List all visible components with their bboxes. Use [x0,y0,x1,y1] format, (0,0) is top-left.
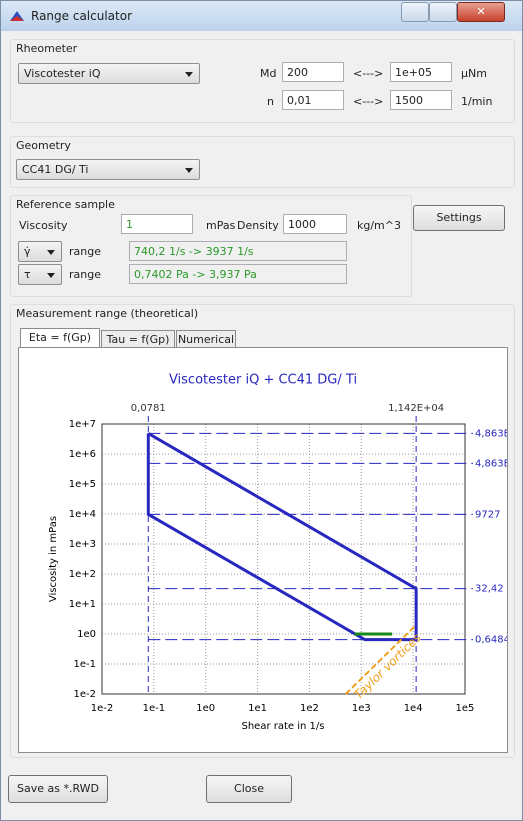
y-tick-label: 1e+3 [69,539,96,550]
tab[interactable]: Eta = f(Gp) [20,328,100,348]
close-dialog-button[interactable]: Close [206,775,292,803]
x-tick-label: 1e1 [248,703,267,714]
symbol-combobox[interactable]: τ [18,264,62,285]
label: Density [237,219,279,232]
y-tick-label: 1e+4 [69,509,96,520]
density-input[interactable]: 1000 [283,214,347,234]
tab[interactable]: Numerical [176,330,236,349]
measurement-group [10,304,515,758]
x-tick-label: 1e3 [352,703,371,714]
y-tick-label: 1e+2 [69,569,96,580]
y-tick-label: 1e+5 [69,479,96,490]
title-bar: Range calculator ✕ [1,1,522,31]
plot-frame [101,423,466,695]
marker-label: 0,6484 [475,635,508,646]
marker-label: 9727 [475,509,500,520]
series-line [146,432,418,642]
y-tick-label: 1e+6 [69,449,96,460]
label: n [267,95,274,108]
y-tick-label: 1e-1 [74,659,97,670]
annotation-line [344,624,417,695]
group-label: Reference sample [16,198,115,211]
y-tick-label: 1e-2 [74,689,97,700]
symbol-combobox[interactable]: γ̇ [18,241,62,262]
x-tick-label: 1e4 [404,703,423,714]
group-label: Geometry [16,139,71,152]
viscosity-input[interactable]: 1 [121,214,193,234]
md-max-input[interactable]: 1e+05 [390,62,452,82]
y-tick-label: 1e+7 [69,419,96,430]
geometry-combobox[interactable]: CC41 DG/ Ti [16,159,200,180]
geometry-group [10,136,515,188]
range-field: 0,7402 Pa -> 3,937 Pa [129,264,347,284]
x-tick-label: 1e-2 [91,703,114,714]
x-tick-label: 1e2 [300,703,319,714]
rheometer-group [10,39,515,123]
group-label: Rheometer [16,42,78,55]
marker-label: 4,863E+06 [475,428,508,439]
label: Viscosity [19,219,68,232]
window-title: Range calculator [31,9,133,23]
minimize-button[interactable] [401,2,429,22]
marker-label: 4,863E+05 [475,458,508,469]
unit: mPas [206,219,236,232]
settings-button[interactable]: Settings [413,205,505,231]
group-label: Measurement range (theoretical) [16,307,199,320]
n-min-input[interactable]: 0,01 [282,90,344,110]
arrow: <---> [353,95,384,108]
device-combobox[interactable]: Viscotester iQ [18,63,200,84]
marker-label: 32,42 [475,584,504,595]
y-tick-label: 1e0 [77,629,96,640]
save-button[interactable]: Save as *.RWD [8,775,108,803]
unit: kg/m^3 [357,219,401,232]
reference-group [10,195,412,297]
label: Md [260,67,277,80]
tab[interactable]: Tau = f(Gp) [101,330,175,349]
x-axis-label: Shear rate in 1/s [242,721,325,732]
marker-label: 0,0781 [131,403,166,414]
y-axis-label: Viscosity in mPas [48,516,59,602]
n-max-input[interactable]: 1500 [390,90,452,110]
marker-label: 1,142E+04 [388,403,444,414]
range-field: 740,2 1/s -> 3937 1/s [129,241,347,261]
y-tick-label: 1e+1 [69,599,96,610]
x-tick-label: 1e5 [456,703,475,714]
close-button[interactable]: ✕ [457,2,505,22]
unit: µNm [461,67,487,80]
chart: Viscotester iQ + CC41 DG/ Ti Shear rate … [18,347,508,753]
chart-title: Viscotester iQ + CC41 DG/ Ti [169,373,357,388]
arrow: <---> [353,67,384,80]
label: range [69,245,101,258]
label: range [69,268,101,281]
x-tick-label: 1e-1 [143,703,166,714]
app-icon [10,11,24,21]
x-tick-label: 1e0 [196,703,215,714]
md-min-input[interactable]: 200 [282,62,344,82]
unit: 1/min [461,95,493,108]
maximize-button[interactable] [429,2,457,22]
